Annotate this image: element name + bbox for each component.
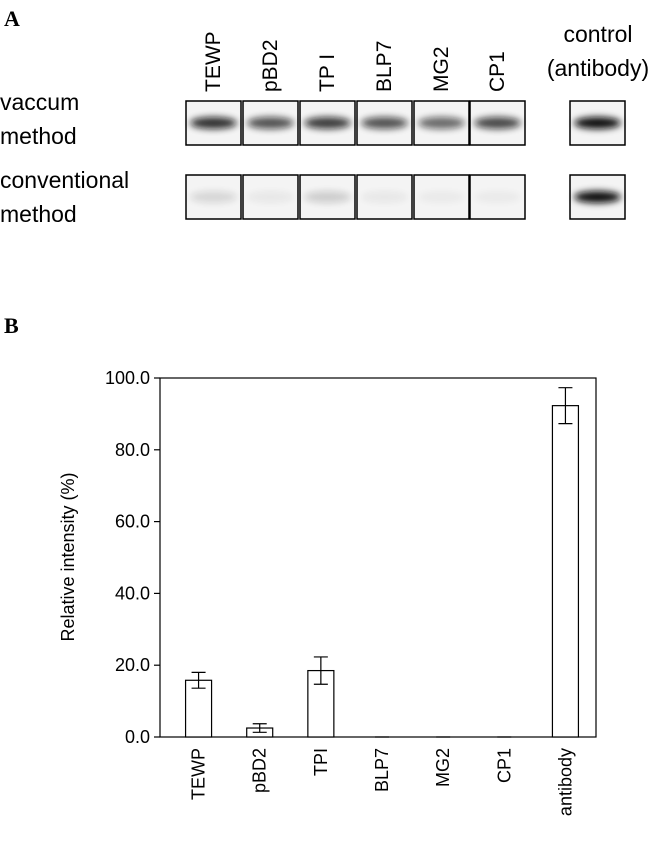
control-label: (antibody) [547, 55, 649, 81]
x-tick-label: MG2 [433, 748, 453, 787]
lane-label: MG2 [430, 46, 453, 92]
blot-frame [569, 174, 626, 220]
blot-band [190, 191, 237, 203]
x-tick-label: CP1 [494, 748, 514, 783]
blot [242, 174, 299, 220]
lane-label: pBD2 [259, 39, 282, 92]
blot-frame [242, 100, 299, 146]
blot-band [474, 191, 521, 203]
blot-frame [569, 100, 626, 146]
blot [413, 174, 470, 220]
lane-label: BLP7 [373, 41, 396, 92]
y-tick-label: 60.0 [115, 512, 150, 532]
y-axis-label: Relative intensity (%) [58, 472, 78, 641]
blot [569, 100, 626, 146]
blot-band [418, 191, 465, 203]
plot-frame [159, 377, 597, 738]
blot [356, 100, 413, 146]
row-label: conventional [0, 167, 129, 193]
panel-label: B [4, 313, 19, 338]
blot-band [361, 191, 408, 203]
error-bar [313, 656, 328, 685]
blot [242, 100, 299, 146]
blot-frame [185, 174, 242, 220]
x-tick-label: pBD2 [250, 748, 270, 793]
row-label: vaccum [0, 89, 79, 115]
blot-band [574, 117, 621, 129]
blot [469, 174, 526, 220]
blot-band [361, 117, 408, 129]
blot-band [418, 117, 465, 129]
blot [185, 174, 242, 220]
blot-frame [299, 174, 356, 220]
blot-frame [469, 100, 526, 146]
blot [185, 100, 242, 146]
control-label: control [563, 21, 632, 47]
blot [356, 174, 413, 220]
blot [569, 174, 626, 220]
x-tick-label: antibody [555, 748, 575, 816]
blot [299, 174, 356, 220]
error-bar [252, 723, 267, 733]
y-tick-label: 0.0 [125, 727, 150, 747]
y-tick-label: 20.0 [115, 655, 150, 675]
blot [469, 100, 526, 146]
blot-frame [356, 100, 413, 146]
row-label: method [0, 123, 77, 149]
lane-label: TEWP [202, 31, 225, 92]
lane-label: TP I [316, 54, 339, 92]
blot-frame [413, 100, 470, 146]
blot-frame [299, 100, 356, 146]
blot [413, 100, 470, 146]
panel-label: A [4, 6, 20, 31]
blot-frame [413, 174, 470, 220]
blot [299, 100, 356, 146]
blot-band [247, 117, 294, 129]
bar [551, 405, 580, 738]
blot-band [190, 117, 237, 129]
blot-frame [469, 174, 526, 220]
blot-band [304, 117, 351, 129]
blot-band [574, 191, 621, 203]
x-tick-label: TPI [311, 748, 331, 776]
y-tick-label: 80.0 [115, 440, 150, 460]
blot-band [474, 117, 521, 129]
x-tick-label: TEWP [189, 748, 209, 800]
y-tick-label: 100.0 [105, 368, 150, 388]
bar [184, 679, 213, 738]
row-label: method [0, 201, 77, 227]
error-bar [558, 387, 573, 425]
blot-frame [356, 174, 413, 220]
blot-frame [242, 174, 299, 220]
x-tick-label: BLP7 [372, 748, 392, 792]
lane-label: CP1 [486, 51, 509, 92]
blot-band [247, 191, 294, 203]
y-tick-label: 40.0 [115, 583, 150, 603]
blot-frame [185, 100, 242, 146]
error-bar [191, 671, 206, 689]
blot-band [304, 191, 351, 203]
